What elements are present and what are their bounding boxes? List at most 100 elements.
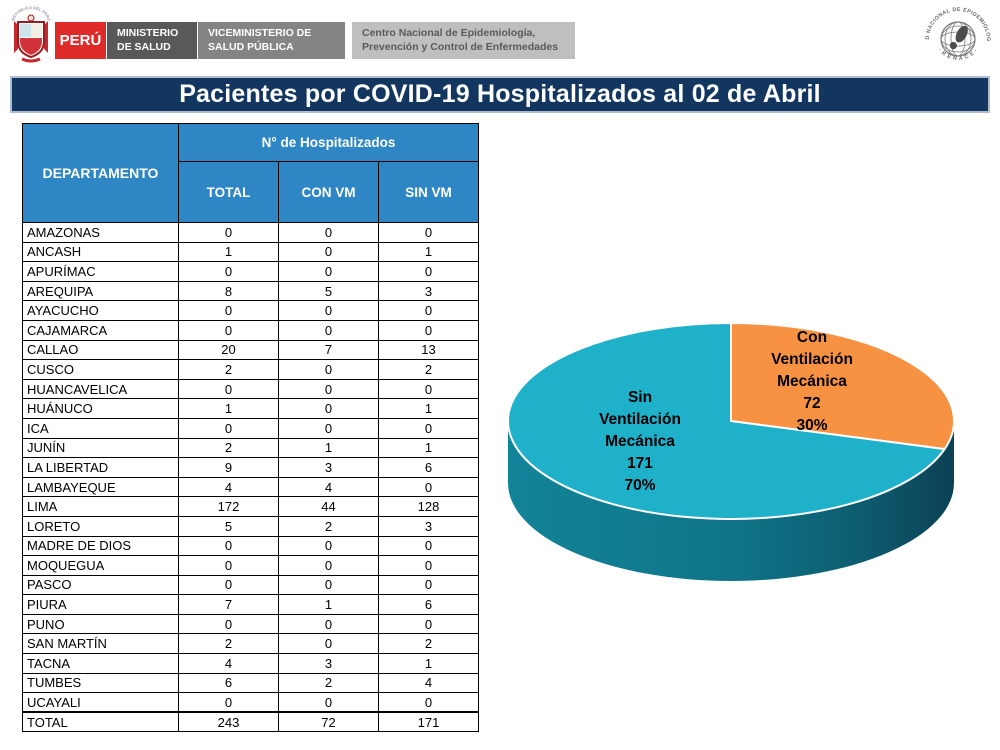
cell-departamento: CAJAMARCA xyxy=(22,319,179,341)
cell-total: 5 xyxy=(178,515,279,537)
page-title: Pacientes por COVID-19 Hospitalizados al… xyxy=(179,80,821,108)
cell-con-vm: 2 xyxy=(278,515,379,537)
cell-sin-vm: 0 xyxy=(378,574,479,596)
cell-departamento: LAMBAYEQUE xyxy=(22,476,179,498)
cell-sin-vm: 3 xyxy=(378,515,479,537)
cell-total: 0 xyxy=(178,535,279,557)
table-row: CAJAMARCA 0 0 0 xyxy=(22,319,479,341)
cell-con-vm: 0 xyxy=(278,319,379,341)
cell-departamento: CUSCO xyxy=(22,359,179,380)
cell-departamento: HUÁNUCO xyxy=(22,398,179,419)
pie-label-line: Sin xyxy=(628,389,652,406)
table-row: PIURA 7 1 6 xyxy=(22,594,479,615)
hospitalized-table: DEPARTAMENTO N° de Hospitalizados TOTAL … xyxy=(22,123,479,733)
table-row: CUSCO 2 0 2 xyxy=(22,359,479,380)
cell-sin-vm: 0 xyxy=(378,261,479,282)
cell-sin-vm: 2 xyxy=(378,359,479,380)
renace-logo-icon: RED NACIONAL DE EPIDEMIOLOGIA · R E N A … xyxy=(923,2,991,62)
cell-con-vm: 3 xyxy=(278,653,379,674)
table-row: SAN MARTÍN 2 0 2 xyxy=(22,633,479,655)
cell-sin-vm: 0 xyxy=(378,535,479,557)
table-row: UCAYALI 0 0 0 xyxy=(22,692,479,713)
cell-sin-vm: 0 xyxy=(378,300,479,321)
vice-line2: SALUD PÚBLICA xyxy=(208,40,294,53)
cell-con-vm: 2 xyxy=(278,672,379,694)
cell-departamento: SAN MARTÍN xyxy=(22,633,179,655)
cell-total: 0 xyxy=(178,555,279,576)
pie-label-line: Mecánica xyxy=(777,373,847,390)
cell-departamento: UCAYALI xyxy=(22,692,179,713)
col-header-con-vm: CON VM xyxy=(278,161,379,223)
cell-sin-vm: 1 xyxy=(378,437,479,459)
table-row: HUÁNUCO 1 0 1 xyxy=(22,398,479,419)
cell-con-vm: 3 xyxy=(278,457,379,478)
table-row: MOQUEGUA 0 0 0 xyxy=(22,555,479,576)
cell-sin-vm: 0 xyxy=(378,222,479,243)
pie-label-line: Ventilación xyxy=(771,351,853,368)
cell-con-vm: 0 xyxy=(278,222,379,243)
col-header-total: TOTAL xyxy=(178,161,279,223)
table-row: MADRE DE DIOS 0 0 0 xyxy=(22,535,479,557)
cell-total: 20 xyxy=(178,339,279,361)
cell-con-vm: 7 xyxy=(278,339,379,361)
peru-label-box: PERÚ xyxy=(55,22,106,59)
cell-sin-vm: 0 xyxy=(378,319,479,341)
cell-con-vm: 0 xyxy=(278,535,379,557)
table-row: LA LIBERTAD 9 3 6 xyxy=(22,457,479,478)
pie-label-line: Mecánica xyxy=(605,433,675,450)
cell-total: 6 xyxy=(178,672,279,694)
cell-departamento: JUNÍN xyxy=(22,437,179,459)
cell-sin-vm: 3 xyxy=(378,280,479,302)
cell-departamento: AYACUCHO xyxy=(22,300,179,321)
cell-sin-vm: 0 xyxy=(378,378,479,400)
cell-sin-vm: 0 xyxy=(378,476,479,498)
pie-label-line: Ventilación xyxy=(599,411,681,428)
cell-total: 1 xyxy=(178,241,279,263)
cell-sin-vm: 4 xyxy=(378,672,479,694)
cell-departamento: TOTAL xyxy=(22,711,179,733)
cell-total: 0 xyxy=(178,319,279,341)
cell-sin-vm: 0 xyxy=(378,417,479,439)
cell-con-vm: 0 xyxy=(278,378,379,400)
cell-con-vm: 0 xyxy=(278,417,379,439)
cell-total: 9 xyxy=(178,457,279,478)
table-row-total: TOTAL 243 72 171 xyxy=(22,711,479,733)
cell-departamento: AREQUIPA xyxy=(22,280,179,302)
cell-departamento: LORETO xyxy=(22,515,179,537)
pie-label-line: 72 xyxy=(803,395,820,412)
cell-sin-vm: 0 xyxy=(378,555,479,576)
cell-con-vm: 1 xyxy=(278,594,379,615)
cell-departamento: APURÍMAC xyxy=(22,261,179,282)
cell-total: 0 xyxy=(178,692,279,713)
center-line1: Centro Nacional de Epidemiología, xyxy=(362,26,536,39)
cell-total: 8 xyxy=(178,280,279,302)
table-row: JUNÍN 2 1 1 xyxy=(22,437,479,459)
pie-label-line: 70% xyxy=(624,477,655,494)
epidemiology-center-box: Centro Nacional de Epidemiología, Preven… xyxy=(352,22,575,59)
cell-total: 243 xyxy=(178,711,279,733)
cell-con-vm: 0 xyxy=(278,574,379,596)
table-row: TACNA 4 3 1 xyxy=(22,653,479,674)
vice-line1: VICEMINISTERIO DE xyxy=(208,27,312,40)
ministry-line1: MINISTERIO xyxy=(117,27,179,40)
cell-departamento: AMAZONAS xyxy=(22,222,179,243)
cell-total: 2 xyxy=(178,359,279,380)
peru-label: PERÚ xyxy=(59,32,102,49)
col-header-sin-vm: SIN VM xyxy=(378,161,479,223)
cell-sin-vm: 1 xyxy=(378,653,479,674)
table-row: APURÍMAC 0 0 0 xyxy=(22,261,479,282)
cell-total: 0 xyxy=(178,417,279,439)
vice-ministry-box: VICEMINISTERIO DE SALUD PÚBLICA xyxy=(198,22,345,59)
cell-sin-vm: 0 xyxy=(378,692,479,713)
cell-departamento: PIURA xyxy=(22,594,179,615)
cell-sin-vm: 6 xyxy=(378,457,479,478)
cell-departamento: CALLAO xyxy=(22,339,179,361)
cell-con-vm: 0 xyxy=(278,555,379,576)
cell-total: 1 xyxy=(178,398,279,419)
cell-departamento: HUANCAVELICA xyxy=(22,378,179,400)
cell-total: 0 xyxy=(178,378,279,400)
cell-con-vm: 0 xyxy=(278,398,379,419)
col-header-departamento: DEPARTAMENTO xyxy=(22,123,179,223)
ministry-box: MINISTERIO DE SALUD xyxy=(107,22,197,59)
cell-con-vm: 0 xyxy=(278,300,379,321)
